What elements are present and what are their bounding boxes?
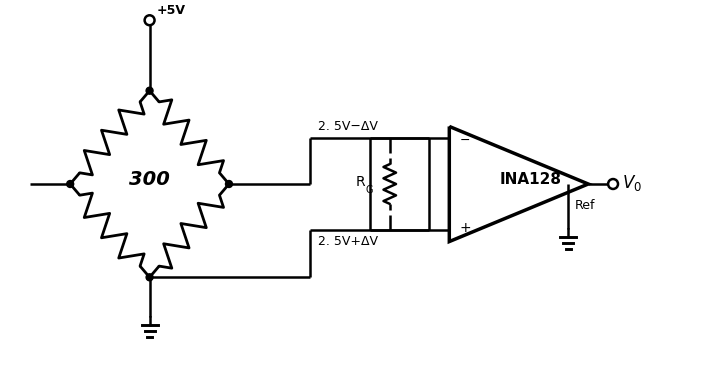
Text: 300: 300 xyxy=(129,170,170,188)
Text: +5V: +5V xyxy=(157,4,185,17)
Text: INA128: INA128 xyxy=(500,171,562,187)
Text: −: − xyxy=(459,134,470,147)
Text: G: G xyxy=(365,185,373,195)
Text: 2. 5V+ΔV: 2. 5V+ΔV xyxy=(318,235,378,248)
Circle shape xyxy=(225,181,232,187)
Text: R: R xyxy=(355,175,365,189)
Text: $V_0$: $V_0$ xyxy=(622,173,642,193)
Text: 2. 5V−ΔV: 2. 5V−ΔV xyxy=(318,120,378,133)
Circle shape xyxy=(66,181,74,187)
Text: +: + xyxy=(459,221,471,235)
Circle shape xyxy=(146,274,153,281)
Circle shape xyxy=(146,87,153,94)
Text: Ref: Ref xyxy=(574,199,595,212)
